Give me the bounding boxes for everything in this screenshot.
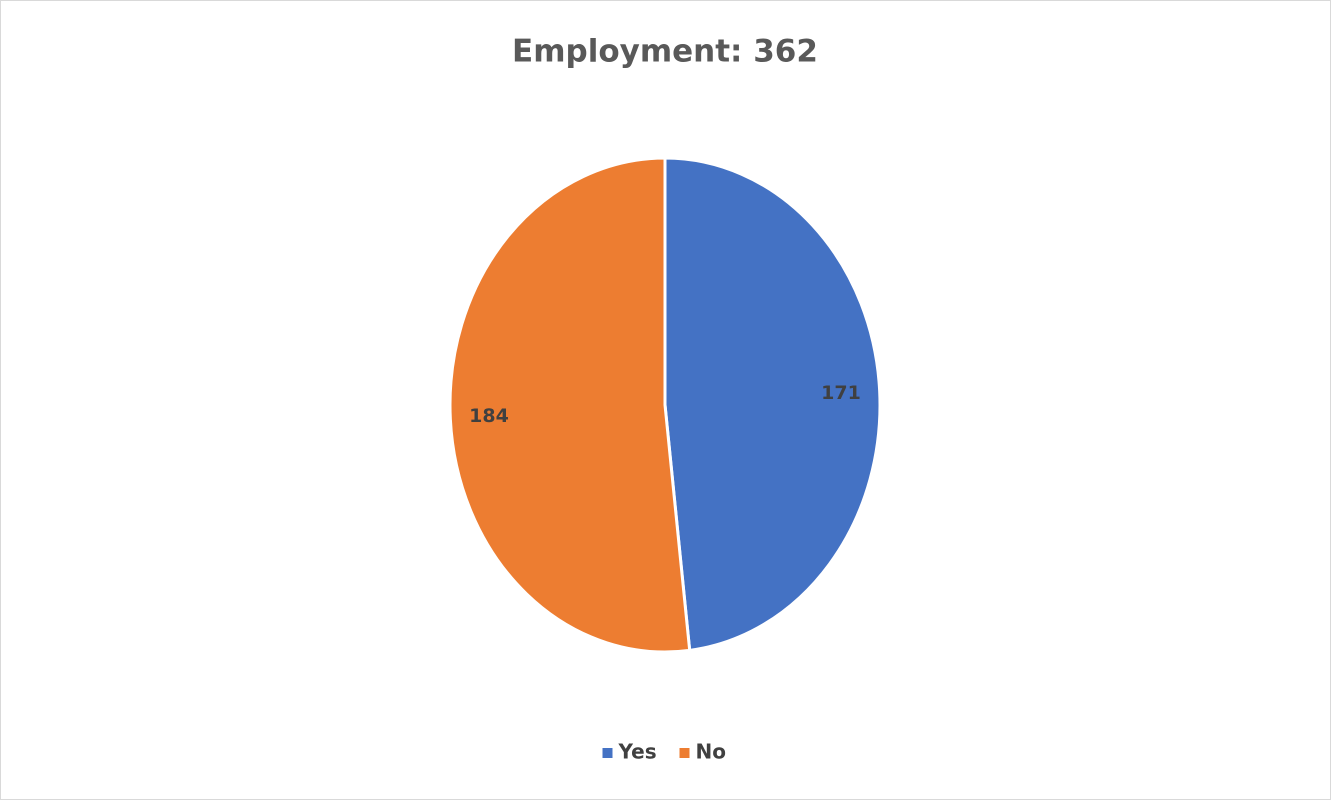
legend-swatch	[602, 748, 613, 758]
chart-title: Employment: 362	[512, 34, 818, 70]
data-label: 184	[469, 405, 509, 427]
legend-swatch	[679, 748, 690, 758]
data-label: 171	[821, 382, 861, 404]
legend-label: No	[696, 740, 726, 764]
legend-label: Yes	[618, 740, 657, 764]
pie-slice	[663, 156, 882, 653]
pie-slice	[448, 156, 692, 654]
